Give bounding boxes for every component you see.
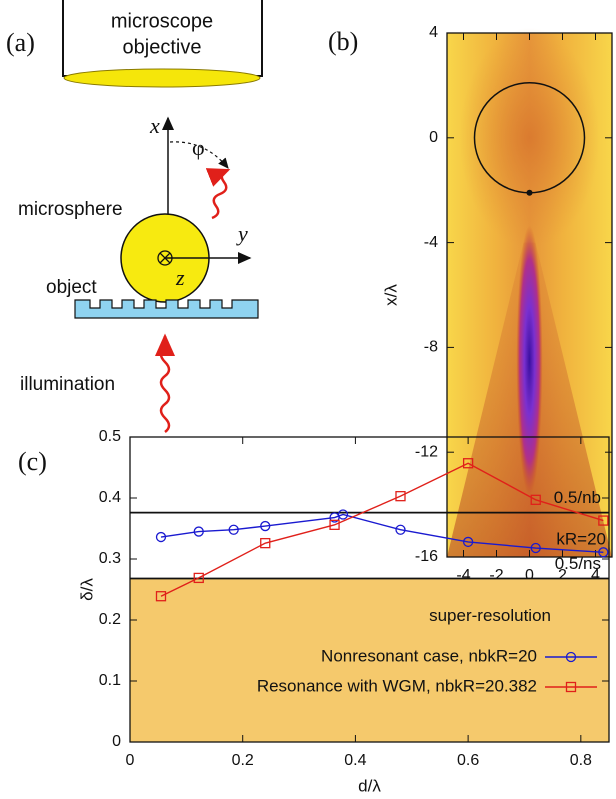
scattered-wave: [205, 168, 231, 220]
objective-label: microscope: [111, 10, 213, 32]
field-focus: [516, 225, 543, 496]
y-tick-label: -4: [424, 234, 438, 251]
marker: [155, 591, 167, 602]
y-axis-label: δ/λ: [77, 578, 96, 601]
sphere-point: [526, 189, 533, 196]
panel-label: (b): [328, 27, 358, 56]
marker: [337, 509, 349, 520]
marker: [530, 494, 541, 505]
y-tick-label: 0.2: [99, 611, 121, 628]
y-tick-label: 4: [429, 24, 438, 41]
angle-label: φ: [192, 135, 205, 160]
z-axis-symbol: [157, 250, 173, 266]
marker: [193, 526, 204, 537]
marker: [598, 547, 609, 558]
illumination-label: illumination: [20, 374, 115, 395]
plot-frame: [129, 436, 610, 743]
x-tick-label: 4: [591, 567, 600, 584]
y-tick-label: -12: [415, 443, 438, 460]
illumination-wave: [155, 333, 175, 433]
object-substrate: [74, 299, 259, 319]
x-tick-label: 0.4: [344, 752, 366, 769]
x-tick-label: 0.2: [232, 752, 254, 769]
x-tick-label: 0.8: [570, 752, 592, 769]
marker: [228, 524, 239, 535]
y-tick-label: -16: [415, 548, 438, 565]
y-tick-label: 0: [429, 129, 438, 146]
marker: [260, 537, 271, 549]
axis-label: x: [149, 113, 160, 138]
x-tick-label: 0: [126, 752, 135, 769]
panel-c: 0.5/nb super-resolution 0.5/ns 0 0.2 0.4 0.6 0.…: [18, 428, 610, 795]
z-axis-symbol: [159, 252, 171, 264]
marker: [260, 520, 271, 532]
objective-label: objective: [123, 36, 202, 58]
objective-lens: [63, 68, 261, 88]
shaded-region: [130, 578, 609, 742]
y-tick-label: 0.3: [99, 550, 121, 567]
legend-label: Nonresonant case, nbkR=20: [321, 646, 537, 665]
x-axis-label: d/λ: [358, 776, 381, 795]
marker: [462, 536, 474, 548]
x-tick-label: 0.6: [457, 752, 479, 769]
legend-label: Resonance with WGM, nbkR=20.382: [257, 676, 537, 695]
marker: [395, 524, 406, 535]
marker: [598, 515, 609, 526]
y-tick-label: 0.1: [99, 672, 121, 689]
y-tick-label: 0: [112, 733, 121, 750]
plot-frame: [446, 32, 613, 558]
reference-label: 0.5/nb: [554, 488, 601, 507]
marker: [462, 458, 474, 469]
axis-label: y: [236, 221, 248, 246]
reference-label: 0.5/ns: [555, 554, 601, 573]
y-tick-label: 0.5: [99, 428, 121, 445]
y-tick-label: 0.4: [99, 489, 121, 506]
angle-arc: [169, 141, 229, 169]
legend-marker: [565, 681, 577, 693]
marker: [155, 531, 167, 543]
marker: [193, 572, 204, 584]
panel-label: (c): [18, 447, 47, 476]
marker: [530, 542, 541, 554]
y-axis-label: x/λ: [381, 284, 400, 306]
x-tick-label: 0: [525, 567, 534, 584]
marker: [329, 519, 340, 530]
marker: [395, 491, 406, 502]
series-line: [160, 462, 604, 597]
region-label: super-resolution: [429, 606, 551, 625]
x-tick-label: 2: [558, 567, 567, 584]
y-tick-label: -8: [424, 339, 438, 356]
diagram: (a) microscope objective x φ y z microsp…: [6, 0, 263, 433]
object-label: object: [46, 277, 97, 298]
legend-marker: [565, 651, 577, 663]
axis-label: z: [175, 265, 185, 290]
annotation: kR=20: [556, 529, 606, 548]
sphere-label: microsphere: [18, 199, 123, 220]
panel-label: (a): [6, 28, 35, 57]
field-top: [459, 27, 600, 248]
